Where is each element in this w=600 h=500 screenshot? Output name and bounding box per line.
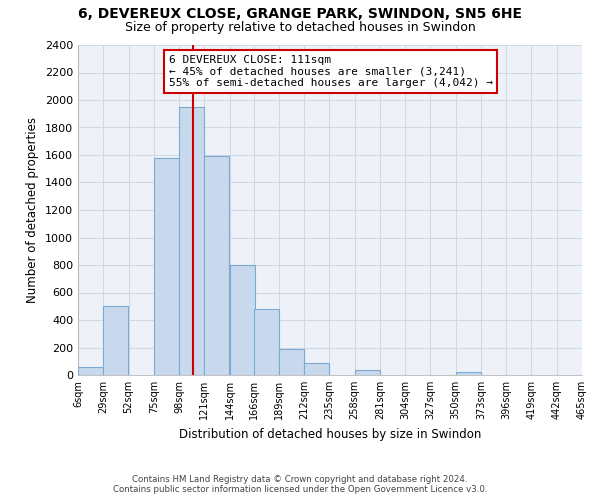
Bar (355, 370, 380, 375)
Bar (103, 306, 128, 375)
Bar (279, 349, 304, 375)
Y-axis label: Number of detached properties: Number of detached properties (26, 117, 40, 303)
Text: 6 DEVEREUX CLOSE: 111sqm
← 45% of detached houses are smaller (3,241)
55% of sem: 6 DEVEREUX CLOSE: 111sqm ← 45% of detach… (169, 55, 493, 88)
Bar (304, 362, 329, 375)
Bar (179, 107, 204, 375)
X-axis label: Distribution of detached houses by size in Swindon: Distribution of detached houses by size … (179, 428, 481, 440)
Bar (254, 309, 279, 375)
Bar (78, 368, 103, 375)
Bar (230, 265, 254, 375)
Bar (154, 158, 179, 375)
Text: Size of property relative to detached houses in Swindon: Size of property relative to detached ho… (125, 21, 475, 34)
Bar (456, 372, 481, 375)
Bar (205, 156, 229, 375)
Text: 6, DEVEREUX CLOSE, GRANGE PARK, SWINDON, SN5 6HE: 6, DEVEREUX CLOSE, GRANGE PARK, SWINDON,… (78, 8, 522, 22)
Text: Contains HM Land Registry data © Crown copyright and database right 2024.
Contai: Contains HM Land Registry data © Crown c… (113, 474, 487, 494)
